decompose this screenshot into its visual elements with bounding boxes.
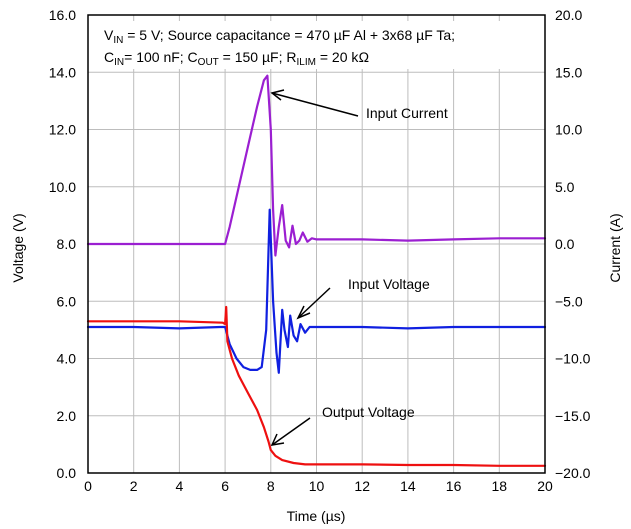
- x-tick-labels: 0 2 4 6 8 10 12 14 16 18 20: [84, 478, 553, 494]
- x-tick-label: 20: [537, 478, 553, 494]
- y-right-tick-label: 0.0: [555, 236, 575, 252]
- plot-frame: [87, 14, 546, 474]
- annotation-output-voltage: Output Voltage: [322, 404, 415, 420]
- conditions-line-2-part-1: C: [104, 49, 114, 65]
- x-tick-label: 0: [84, 478, 92, 494]
- y-right-axis-title: Current (A): [607, 213, 623, 282]
- conditions-line-2: CIN= 100 nF; COUT = 150 µF; RILIM = 20 k…: [104, 49, 369, 68]
- conditions-line-2-sub-3: ILIM: [297, 57, 316, 68]
- y-left-tick-label: 2.0: [57, 408, 77, 424]
- conditions-line-1: VIN = 5 V; Source capacitance = 470 µF A…: [104, 27, 455, 46]
- series-line-output-voltage: [86, 305, 547, 467]
- y-left-tick-label: 0.0: [57, 465, 77, 481]
- conditions-line-2-sub-1: IN: [114, 57, 124, 68]
- y-right-tick-label: −10.0: [555, 351, 591, 367]
- y-left-tick-label: 6.0: [57, 293, 77, 309]
- arrow-input-voltage-head: [296, 305, 311, 320]
- y-left-tick-label: 4.0: [57, 351, 77, 367]
- x-tick-label: 18: [492, 478, 508, 494]
- y-right-tick-label: 15.0: [555, 64, 582, 80]
- arrow-output-voltage: [271, 417, 311, 446]
- annotation-arrows: [270, 89, 359, 446]
- conditions-line-1-sub-1: IN: [113, 35, 123, 46]
- arrow-input-current-head: [270, 89, 285, 101]
- series-group: [86, 74, 547, 467]
- annotation-input-voltage: Input Voltage: [348, 276, 430, 292]
- x-tick-label: 14: [400, 478, 416, 494]
- y-right-tick-label: 20.0: [555, 7, 582, 23]
- grid: [88, 15, 545, 473]
- x-tick-label: 10: [309, 478, 325, 494]
- x-axis-title: Time (µs): [287, 508, 346, 524]
- arrow-input-current: [271, 92, 359, 117]
- x-tick-label: 6: [221, 478, 229, 494]
- y-right-tick-label: −15.0: [555, 408, 591, 424]
- conditions-line-2-part-2: = 100 nF; C: [124, 49, 198, 65]
- annotation-input-current: Input Current: [366, 105, 448, 121]
- x-tick-label: 8: [267, 478, 275, 494]
- conditions-line-2-part-4: = 20 kΩ: [316, 49, 369, 65]
- arrow-output-voltage-head: [270, 433, 285, 446]
- conditions-line-2-sub-2: OUT: [198, 57, 219, 68]
- series-line-input-current: [86, 74, 547, 257]
- y-right-tick-label: 5.0: [555, 179, 575, 195]
- x-tick-label: 4: [176, 478, 184, 494]
- y-right-tick-label: −5.0: [555, 293, 583, 309]
- y-left-tick-label: 12.0: [49, 122, 76, 138]
- arrow-input-voltage: [297, 287, 331, 319]
- y-left-tick-labels: 0.0 2.0 4.0 6.0 8.0 10.0 12.0 14.0 16.0: [49, 7, 76, 481]
- y-right-tick-labels: −20.0 −15.0 −10.0 −5.0 0.0 5.0 10.0 15.0 20.0: [555, 7, 591, 481]
- conditions-line-2-part-3: = 150 µF; R: [219, 49, 297, 65]
- y-left-tick-label: 10.0: [49, 179, 76, 195]
- conditions-box: [96, 21, 534, 69]
- x-tick-label: 12: [354, 478, 370, 494]
- conditions-line-1-part-2: = 5 V; Source capacitance = 470 µF Al + …: [123, 27, 455, 43]
- y-left-tick-label: 8.0: [57, 236, 77, 252]
- x-tick-label: 2: [130, 478, 138, 494]
- y-right-tick-label: −20.0: [555, 465, 591, 481]
- conditions-line-1-part-1: V: [104, 27, 114, 43]
- y-left-tick-label: 16.0: [49, 7, 76, 23]
- y-left-axis-title: Voltage (V): [10, 213, 26, 282]
- y-right-tick-label: 10.0: [555, 122, 582, 138]
- x-tick-label: 16: [446, 478, 462, 494]
- y-left-tick-label: 14.0: [49, 64, 76, 80]
- series-line-input-voltage: [86, 208, 547, 374]
